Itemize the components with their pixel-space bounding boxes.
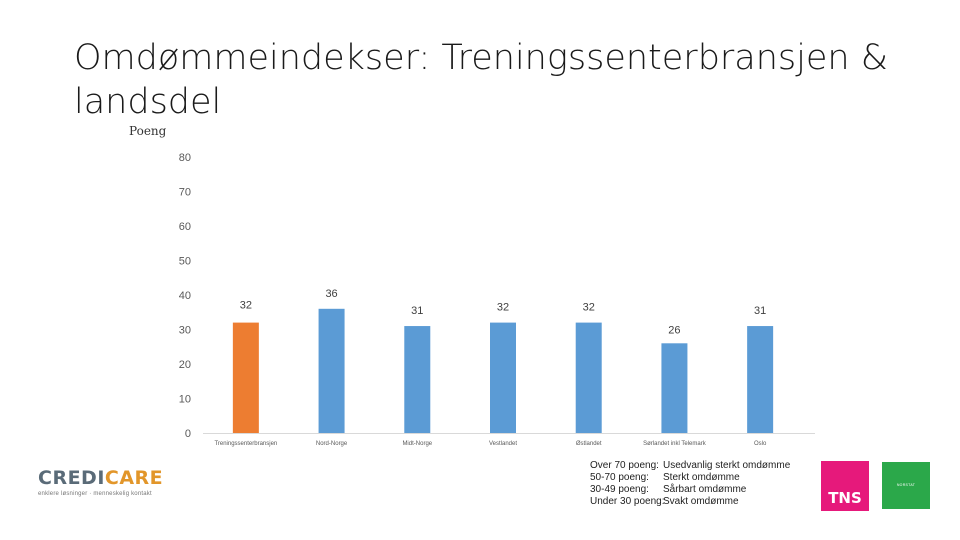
y-tick-label: 0 xyxy=(185,428,191,440)
bar xyxy=(232,322,259,433)
legend-row-2: 30-49 poeng: Sårbart omdømme xyxy=(590,484,820,496)
x-tick-label: Sørlandet inkl Telemark xyxy=(643,441,707,447)
legend-row-0: Over 70 poeng: Usedvanlig sterkt omdømme xyxy=(590,460,820,472)
x-tick-label: Østlandet xyxy=(576,441,602,447)
bar xyxy=(661,343,688,433)
tns-logo: TNS xyxy=(821,461,869,511)
bar xyxy=(318,308,345,433)
credicare-tagline: enklere løsninger · menneskelig kontakt xyxy=(38,491,152,497)
credicare-word-a: CREDI xyxy=(38,467,105,489)
data-label: 31 xyxy=(754,305,766,317)
bar xyxy=(404,326,431,433)
y-tick-label: 70 xyxy=(179,187,191,199)
y-tick-label: 20 xyxy=(179,359,191,371)
data-label: 32 xyxy=(497,302,509,314)
y-tick-label: 80 xyxy=(179,152,191,164)
bar xyxy=(747,326,774,433)
green-logo: NORSTAT xyxy=(882,462,930,509)
legend-desc: Usedvanlig sterkt omdømme xyxy=(663,460,791,471)
data-label: 32 xyxy=(583,302,595,314)
y-tick-label: 60 xyxy=(179,221,191,233)
x-tick-label: Nord-Norge xyxy=(316,441,348,447)
bar xyxy=(490,322,516,433)
y-axis-label: Poeng xyxy=(129,124,167,138)
green-logo-text: NORSTAT xyxy=(896,483,916,487)
credicare-word-b: CARE xyxy=(104,467,164,489)
data-label: 31 xyxy=(411,305,423,317)
legend-key: 30-49 poeng: xyxy=(590,484,649,495)
y-tick-label: 50 xyxy=(179,256,191,268)
y-tick-label: 40 xyxy=(179,290,191,302)
data-label: 32 xyxy=(240,300,252,312)
legend-key: Under 30 poeng: xyxy=(590,496,665,507)
bar xyxy=(575,322,602,433)
legend-desc: Sterkt omdømme xyxy=(663,472,740,483)
legend-key: Over 70 poeng: xyxy=(590,460,659,471)
legend-row-1: 50-70 poeng: Sterkt omdømme xyxy=(590,472,820,484)
legend-desc: Svakt omdømme xyxy=(663,496,739,507)
slide-title: Omdømmeindekser: Treningssenterbransjen … xyxy=(74,38,889,122)
data-label: 26 xyxy=(668,324,680,336)
y-tick-label: 10 xyxy=(179,394,191,406)
legend-desc: Sårbart omdømme xyxy=(663,484,747,495)
y-tick-label: 30 xyxy=(179,325,191,337)
x-tick-label: Vestlandet xyxy=(489,441,517,447)
score-legend: Over 70 poeng: Usedvanlig sterkt omdømme… xyxy=(590,460,820,508)
legend-key: 50-70 poeng: xyxy=(590,472,649,483)
x-tick-label: Midt-Norge xyxy=(402,441,432,447)
credicare-wordmark: CREDICARE xyxy=(38,467,163,489)
credicare-logo: CREDICARE enklere løsninger · menneskeli… xyxy=(38,467,163,502)
x-tick-label: Oslo xyxy=(754,441,767,447)
x-tick-label: Treningssenterbransjen xyxy=(214,441,277,447)
legend-row-3: Under 30 poeng: Svakt omdømme xyxy=(590,496,820,508)
data-label: 36 xyxy=(325,288,337,300)
tns-logo-text: TNS xyxy=(828,489,862,507)
